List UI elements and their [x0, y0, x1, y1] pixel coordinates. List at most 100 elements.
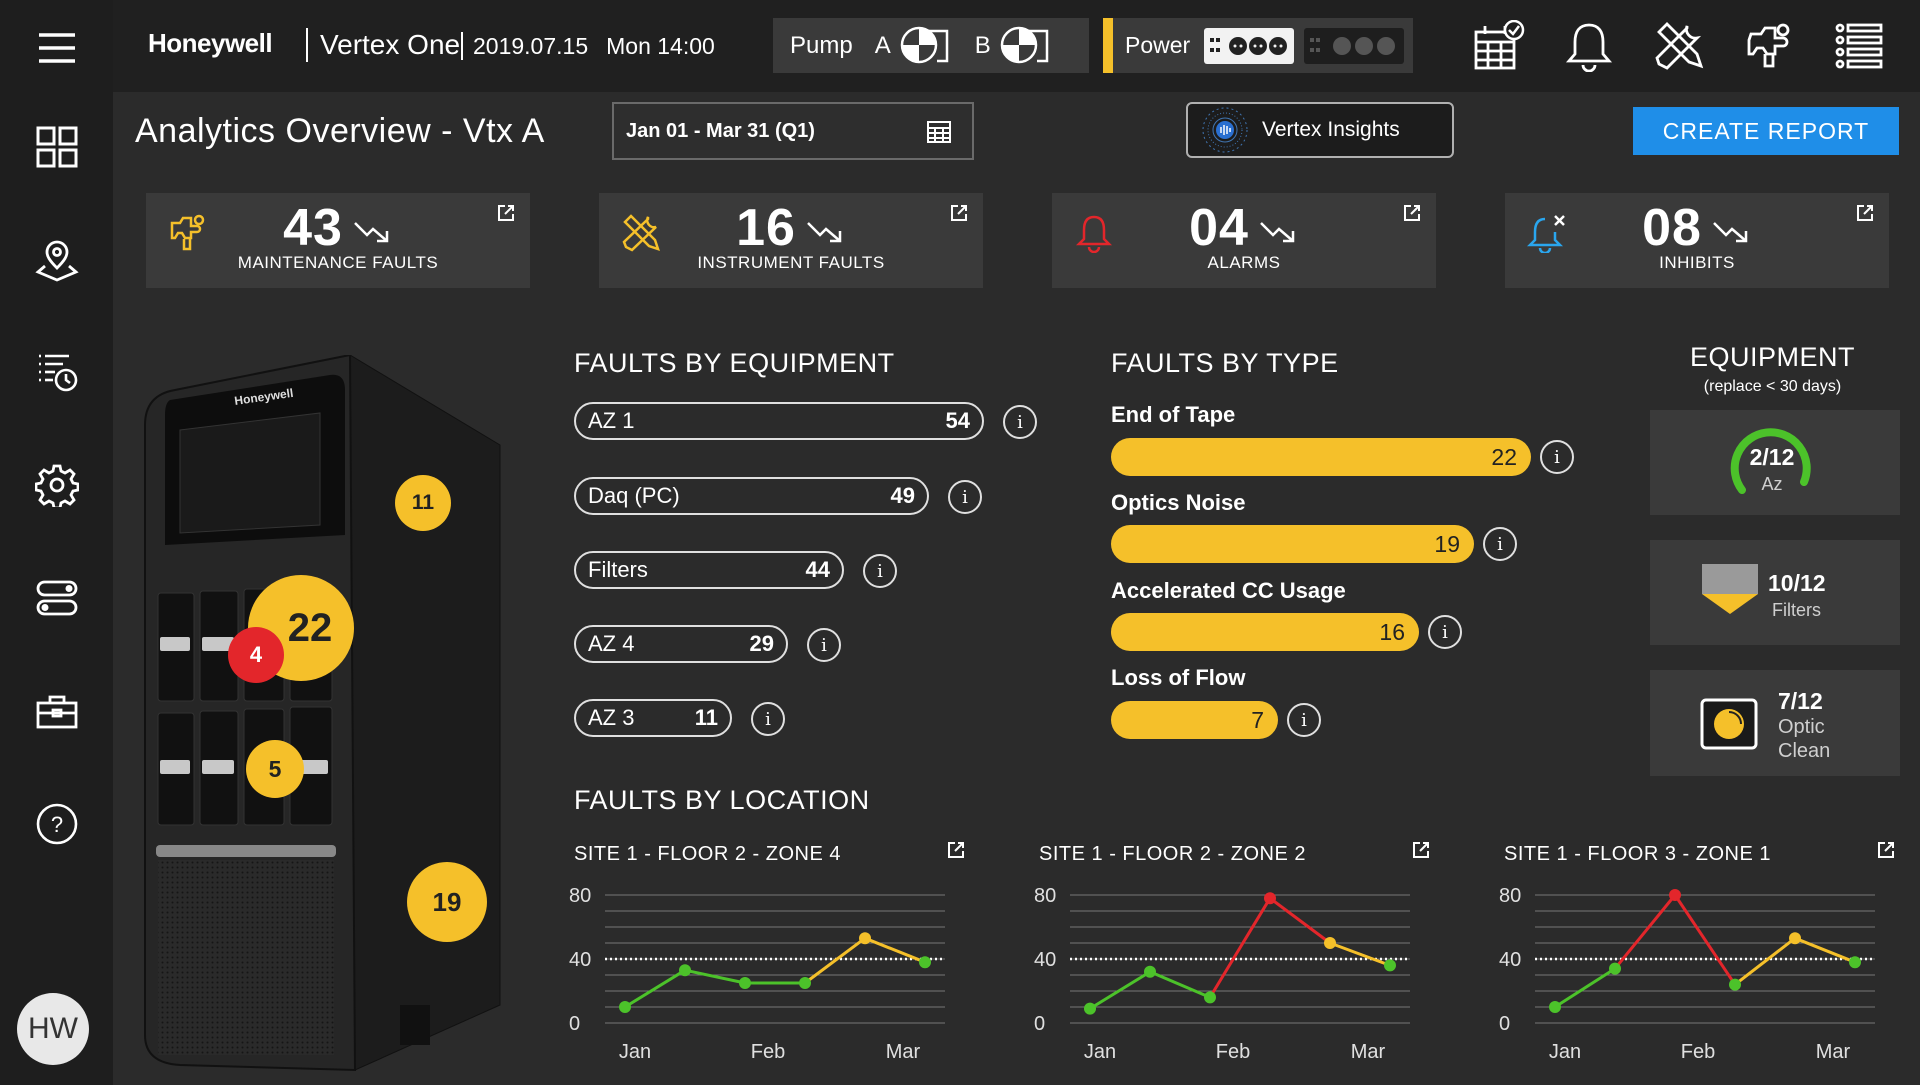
fault-type-bar[interactable]: 22	[1111, 438, 1531, 476]
tools-button[interactable]	[1651, 18, 1707, 74]
faults-by-location-title: FAULTS BY LOCATION	[574, 785, 870, 815]
data-point[interactable]	[1729, 978, 1741, 991]
create-report-button[interactable]: CREATE REPORT	[1633, 107, 1899, 155]
series-line-segment	[1149, 970, 1211, 999]
data-point[interactable]	[1384, 959, 1396, 972]
vertex-insights-button[interactable]: Vertex Insights	[1186, 102, 1454, 158]
series-line-segment	[1794, 936, 1856, 964]
notifications-button[interactable]	[1561, 18, 1617, 74]
pump-status[interactable]: Pump A B	[773, 18, 1089, 73]
device-badge-19[interactable]: 19	[407, 862, 487, 942]
user-avatar[interactable]: HW	[17, 993, 89, 1065]
external-link-icon[interactable]	[1411, 840, 1431, 860]
location-line-chart[interactable]: 80 40 0 Jan Feb Mar	[565, 870, 960, 1065]
y-tick-label: 80	[569, 885, 591, 907]
data-point[interactable]	[799, 977, 811, 989]
sidebar-item-location[interactable]	[0, 225, 113, 295]
equipment-fault-row[interactable]: AZ 4 29	[574, 625, 788, 663]
x-tick-label: Jan	[1549, 1041, 1581, 1063]
sidebar-item-dashboard[interactable]	[0, 112, 113, 182]
menu-icon	[38, 33, 75, 63]
data-point[interactable]	[1549, 1001, 1561, 1013]
date-range-picker[interactable]: Jan 01 - Mar 31 (Q1)	[612, 102, 974, 160]
schedule-button[interactable]	[1471, 18, 1527, 74]
sidebar: ? HW	[0, 0, 113, 1085]
info-icon[interactable]: i	[1540, 440, 1574, 474]
sidebar-item-settings[interactable]	[0, 450, 113, 520]
info-icon[interactable]: i	[1003, 405, 1037, 439]
device-badge-11[interactable]: 11	[395, 475, 451, 531]
kpi-card-maintenance[interactable]: 43 MAINTENANCE FAULTS	[146, 193, 530, 288]
trend-down-icon	[807, 222, 842, 243]
sidebar-item-history[interactable]	[0, 337, 113, 407]
data-point[interactable]	[1204, 991, 1216, 1004]
location-line-chart[interactable]: 80 40 0 Jan Feb Mar	[1495, 870, 1890, 1065]
info-icon[interactable]: i	[1428, 615, 1462, 649]
data-point[interactable]	[1144, 965, 1156, 978]
sidebar-item-toggles[interactable]	[0, 563, 113, 633]
data-point[interactable]	[1669, 889, 1681, 901]
equipment-card-optic-clean[interactable]: 7/12 Optic Clean	[1650, 670, 1900, 776]
list-menu-button[interactable]	[1831, 18, 1887, 74]
info-icon[interactable]: i	[807, 628, 841, 662]
device-badge-5[interactable]: 5	[246, 740, 304, 798]
data-point[interactable]	[1084, 1002, 1096, 1015]
fault-type-bar[interactable]: 19	[1111, 525, 1474, 563]
kpi-card-inhibits[interactable]: 08 INHIBITS	[1505, 193, 1889, 288]
external-link-icon[interactable]	[1855, 203, 1875, 223]
external-link-icon[interactable]	[946, 840, 966, 860]
external-link-icon[interactable]	[496, 203, 516, 223]
equipment-card-filters[interactable]: 10/12 Filters	[1650, 540, 1900, 645]
equipment-fault-row[interactable]: AZ 3 11	[574, 699, 732, 737]
kpi-value: 08	[1642, 199, 1702, 257]
equipment-fault-row[interactable]: Daq (PC) 49	[574, 477, 929, 515]
external-link-icon[interactable]	[1402, 203, 1422, 223]
sidebar-item-menu[interactable]	[0, 13, 113, 83]
fault-type-bar[interactable]: 16	[1111, 613, 1419, 651]
dashboard-icon	[36, 126, 77, 168]
info-icon[interactable]: i	[1483, 527, 1517, 561]
insights-orb-icon	[1188, 104, 1262, 156]
series-line-segment	[1554, 967, 1616, 1009]
data-point[interactable]	[919, 956, 931, 969]
data-point[interactable]	[619, 1001, 631, 1013]
info-icon[interactable]: i	[1287, 703, 1321, 737]
equipment-card-az[interactable]: 2/12 Az	[1650, 410, 1900, 515]
kpi-card-alarms[interactable]: 04 ALARMS	[1052, 193, 1436, 288]
kpi-card-instrument[interactable]: 16 INSTRUMENT FAULTS	[599, 193, 983, 288]
data-point[interactable]	[739, 977, 751, 989]
series-line-segment	[1269, 896, 1331, 945]
equipment-name: AZ 3	[588, 705, 635, 730]
info-icon[interactable]: i	[751, 702, 785, 736]
calendar-check-icon	[1474, 20, 1525, 70]
data-point[interactable]	[1789, 932, 1801, 945]
trend-down-icon	[354, 222, 389, 243]
data-point[interactable]	[859, 932, 871, 945]
device-illustration[interactable]: Honeywell 11 22 4 5 19	[140, 353, 510, 1075]
sidebar-item-toolbox[interactable]	[0, 676, 113, 746]
equipment-fault-count: 54	[945, 408, 970, 433]
fault-type-bar[interactable]: 7	[1111, 701, 1278, 739]
data-point[interactable]	[1264, 892, 1276, 905]
info-icon[interactable]: i	[863, 554, 897, 588]
data-point[interactable]	[1609, 962, 1621, 975]
device-badge-4[interactable]: 4	[228, 627, 284, 683]
power-status[interactable]: Power	[1103, 18, 1413, 73]
external-link-icon[interactable]	[1876, 840, 1896, 860]
maintenance-button[interactable]	[1741, 18, 1797, 74]
data-point[interactable]	[1324, 937, 1336, 949]
equipment-name: AZ 4	[588, 631, 635, 656]
x-tick-label: Feb	[1216, 1041, 1250, 1063]
info-icon[interactable]: i	[948, 480, 982, 514]
data-point[interactable]	[679, 964, 691, 977]
equipment-fault-row[interactable]: Filters 44	[574, 551, 844, 589]
equipment-fault-row[interactable]: AZ 1 54	[574, 402, 984, 440]
settings-icon	[34, 464, 79, 507]
series-line-segment	[1208, 897, 1272, 999]
sidebar-item-help[interactable]: ?	[0, 789, 113, 859]
external-link-icon[interactable]	[949, 203, 969, 223]
bell-icon	[1075, 215, 1113, 253]
data-point[interactable]	[1849, 956, 1861, 969]
location-line-chart[interactable]: 80 40 0 Jan Feb Mar	[1030, 870, 1425, 1065]
product-name: Vertex One	[306, 28, 460, 62]
